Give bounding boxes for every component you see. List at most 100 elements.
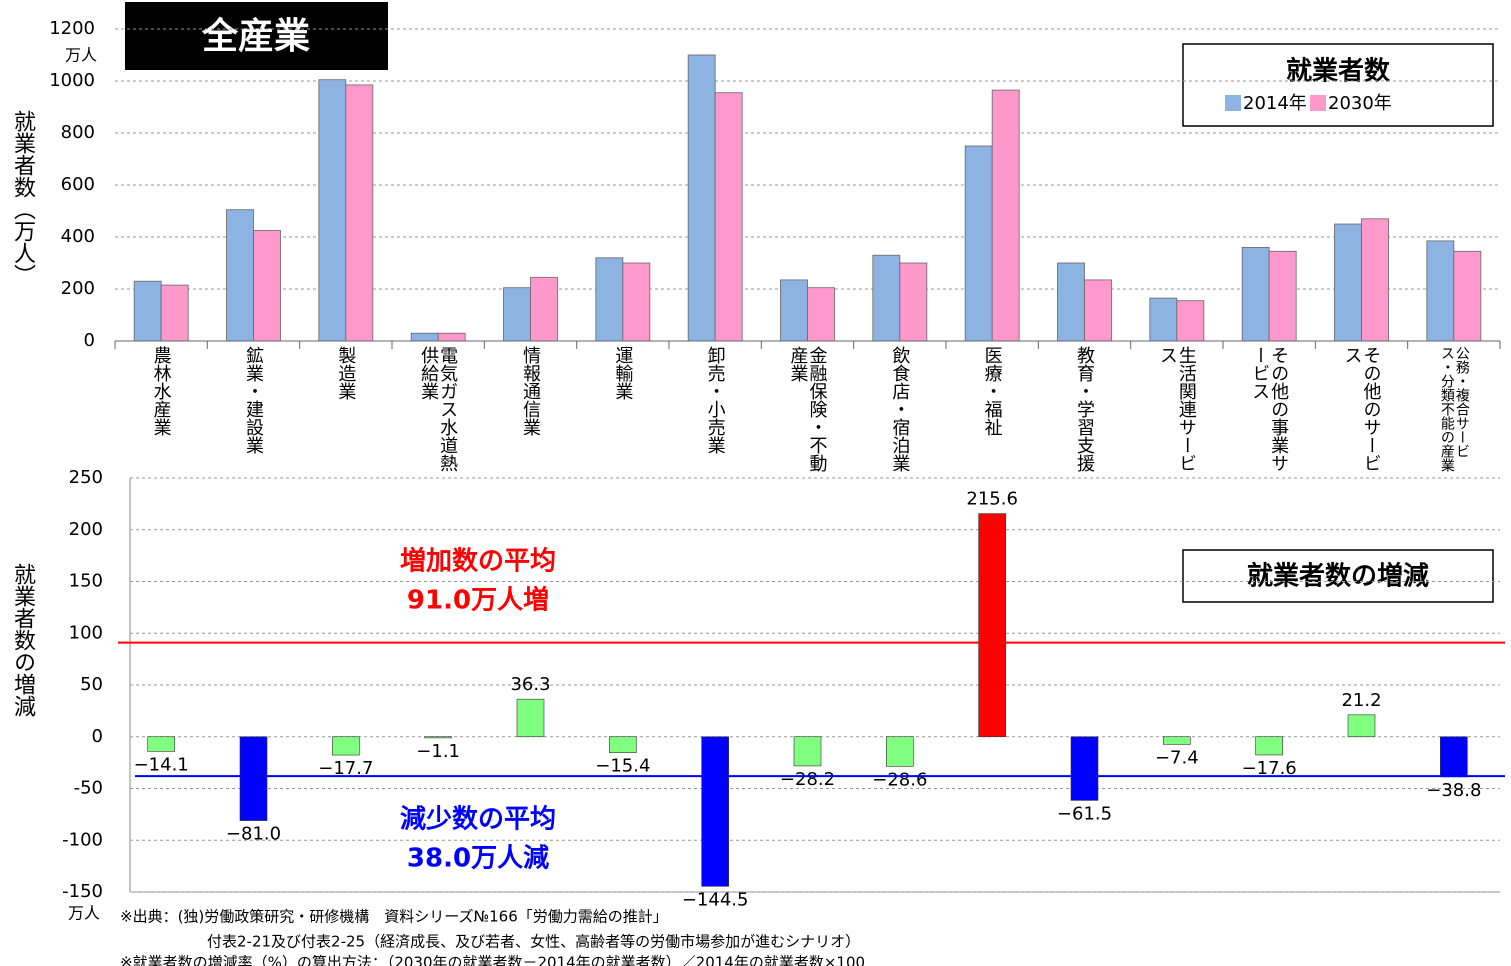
y-tick-label: -150: [62, 881, 103, 902]
bar: [332, 736, 360, 756]
y-tick-label: 1200: [49, 18, 95, 39]
y-tick-label: 0: [92, 726, 103, 747]
legend-swatch: [1310, 95, 1326, 111]
value-label: −28.6: [872, 769, 927, 790]
note: ※出典：(独)労働政策研究・研修機構 資料シリーズ№166「労働力需給の推計」: [120, 908, 668, 926]
annotation: 減少数の平均: [400, 805, 556, 835]
bar: [424, 736, 452, 739]
bar: [318, 79, 347, 342]
bar: [1176, 300, 1205, 342]
y-tick-label: 100: [69, 622, 103, 643]
bar: [516, 698, 545, 738]
bar: [1057, 262, 1085, 342]
bar: [253, 230, 281, 342]
bar: [595, 257, 624, 342]
value-label: 21.2: [1341, 690, 1381, 711]
x-tick-label: 医療・福祉: [981, 346, 1003, 436]
y-tick-label: 600: [61, 174, 95, 195]
y-tick-label: 50: [80, 674, 103, 695]
annotation: 38.0万人減: [407, 844, 549, 874]
bar: [1241, 246, 1270, 342]
y-unit: 万人: [68, 904, 100, 923]
value-label: −144.5: [682, 889, 749, 910]
legend-label: 2030年: [1328, 93, 1392, 114]
x-tick-label: 金融保険・不動産業: [787, 346, 828, 472]
y-axis-title: 就業者数の増減: [10, 563, 35, 717]
x-tick-label: その他の事業サービス: [1249, 346, 1290, 472]
value-label: −61.5: [1057, 803, 1112, 824]
legend-title: 就業者数: [1286, 57, 1391, 87]
x-tick-label: その他のサービス: [1341, 346, 1382, 472]
x-tick-label: 農林水産業: [150, 346, 172, 436]
bar: [1361, 218, 1389, 342]
bar: [1268, 250, 1297, 342]
legend-label: 2014年: [1243, 93, 1307, 114]
y-tick-label: 250: [69, 467, 103, 488]
value-label: −1.1: [416, 741, 460, 762]
value-label: −17.7: [318, 758, 373, 779]
x-tick-label: 飲食店・宿泊業: [889, 346, 911, 472]
bar: [160, 284, 189, 342]
title-box: [125, 2, 388, 70]
value-label: −28.2: [780, 769, 835, 790]
y-axis-title: 就業者数（万人）: [10, 110, 35, 286]
y-tick-label: 800: [61, 122, 95, 143]
bar: [437, 332, 466, 342]
bar: [793, 736, 822, 767]
bar: [978, 513, 1006, 738]
value-label: −14.1: [134, 754, 189, 775]
value-label: −81.0: [226, 824, 281, 845]
bar: [701, 736, 729, 887]
bar: [1070, 736, 1099, 801]
bar: [133, 280, 162, 342]
note: 付表2-21及び付表2-25（経済成長、及び若者、女性、高齢者等の労働市場参加が…: [207, 933, 860, 951]
bar: [899, 262, 928, 342]
x-tick-label: 情報通信業: [520, 346, 541, 436]
bar: [1440, 736, 1468, 778]
bar: [410, 332, 439, 342]
bar: [964, 145, 993, 342]
y-tick-label: 150: [69, 571, 103, 592]
x-tick-label: 電気ガス水道熱供給業: [418, 346, 459, 472]
bar: [503, 287, 531, 342]
y-tick-label: -50: [74, 778, 103, 799]
title-box: [1182, 549, 1494, 603]
x-tick-label: 製造業: [335, 346, 357, 400]
annotation: 91.0万人増: [407, 586, 549, 616]
y-tick-label: 0: [84, 330, 95, 351]
bar: [1347, 714, 1376, 738]
y-tick-label: -100: [62, 829, 103, 850]
x-tick-label: 卸売・小売業: [704, 346, 726, 454]
bar: [345, 84, 374, 342]
bar: [147, 736, 175, 752]
value-label: −17.6: [1242, 758, 1297, 779]
x-tick-label: 教育・学習支援: [1074, 346, 1095, 472]
bar: [991, 89, 1020, 342]
legend-swatch: [1225, 95, 1241, 111]
bar: [1426, 240, 1455, 342]
bar: [226, 209, 254, 342]
y-unit: 万人: [65, 46, 97, 65]
value-label: 36.3: [510, 674, 550, 695]
bar: [239, 736, 268, 821]
bar: [1453, 250, 1482, 342]
y-tick-label: 1000: [49, 70, 95, 91]
bar: [886, 736, 914, 767]
bar: [1163, 736, 1191, 745]
note: ※就業者数の増減率（%）の算出方法：（2030年の就業者数－2014年の就業者数…: [120, 954, 865, 966]
x-tick-label: 生活関連サービス: [1156, 346, 1197, 472]
y-tick-label: 200: [69, 519, 103, 540]
bar: [1334, 223, 1362, 342]
chart-title: 就業者数の増減: [1247, 562, 1429, 592]
bar: [530, 276, 558, 342]
y-tick-label: 200: [61, 278, 95, 299]
value-label: −7.4: [1155, 747, 1199, 768]
value-label: −15.4: [595, 756, 650, 777]
bar: [1084, 279, 1112, 342]
bar: [714, 92, 743, 342]
annotation: 増加数の平均: [400, 547, 556, 577]
bar: [1255, 736, 1283, 756]
value-label: −38.8: [1426, 780, 1481, 801]
